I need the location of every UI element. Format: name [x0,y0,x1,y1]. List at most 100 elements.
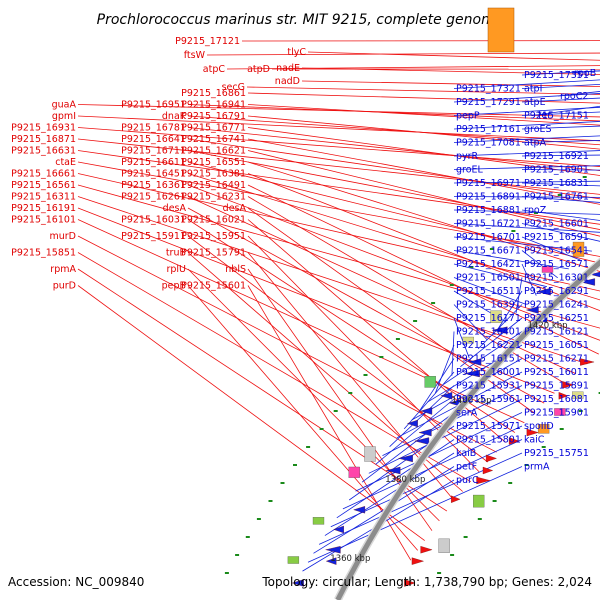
right-gene-label: P9215_15901 [524,408,589,419]
forward-gene-arrow [420,546,433,554]
right-label-connector [336,439,455,519]
left-label-connector [301,80,600,87]
right-gene-label: P9215_16251 [524,313,589,324]
forward-gene-arrow [580,358,595,366]
right-gene-label: rpoC2 [560,91,588,102]
right-gene-label: P9215_16051 [524,340,589,351]
reverse-gene-arrow [414,437,430,445]
left-gene-label: P9215_16101 [11,215,76,226]
left-gene-label: P9215_16711 [121,146,186,157]
reverse-gene-arrow [406,419,418,428]
reverse-gene-arrow [580,278,595,286]
ring-tick [256,518,261,520]
left-label-connector [77,138,600,195]
right-gene-label: P9215_16151 [456,354,521,365]
ring-tick [449,284,454,286]
right-label-connector [355,412,523,492]
left-gene-label: P9215_15911 [121,231,186,242]
reverse-gene-arrow [325,546,341,554]
right-gene-label: P9215_17161 [456,124,521,135]
ring-tick [224,572,229,574]
left-gene-label: rplU [166,264,186,275]
left-gene-label: secG [222,82,245,93]
left-label-connector [206,52,600,56]
gene-block [438,538,450,553]
ring-tick [578,410,583,412]
left-label-connector [187,252,463,492]
right-label-connector [521,250,558,279]
left-gene-label: truB [166,248,186,259]
left-gene-label: P9215_16611 [121,157,186,168]
left-label-connector [187,219,516,433]
accession-text: Accession: NC_009840 [8,575,144,589]
right-gene-label: P9215_15931 [456,381,521,392]
right-label-connector [460,317,523,368]
left-label-connector [187,207,545,404]
ring-tick [293,464,297,466]
ring-tick [489,248,494,250]
right-gene-label: atpI [524,84,542,95]
right-label-connector [496,290,523,332]
left-gene-label: pepB [162,281,186,292]
left-gene-label: P9215_16031 [121,215,186,226]
gene-block [287,556,300,564]
left-gene-label: P9215_16231 [181,192,246,203]
left-label-connector [77,173,600,292]
ring-tick [511,230,516,232]
backbone-line [335,259,600,600]
right-label-connector [451,331,455,376]
right-label-connector [453,180,600,184]
right-gene-label: atpA [524,138,547,149]
reverse-gene-arrow [464,369,480,378]
right-label-connector [521,209,600,221]
left-label-connector [226,65,600,70]
left-gene-label: gpmI [52,111,76,122]
left-label-connector [247,115,600,150]
ring-tick [524,464,529,466]
left-gene-label: P9215_16191 [11,203,76,214]
forward-gene-arrow [404,579,416,587]
right-label-connector [521,169,600,171]
ring-tick [469,266,474,268]
gene-block [554,408,566,416]
ring-tick [319,428,324,430]
left-gene-label: P9215_16311 [11,192,76,203]
gene-block [541,266,554,273]
right-gene-label: kaiC [524,435,545,446]
right-gene-label: P9215_16421 [456,259,521,270]
ring-tick [348,392,353,394]
kbp-label: 1400 kbp [452,396,492,406]
right-label-connector [571,70,600,74]
right-label-connector [375,398,455,465]
left-gene-label: P9215_16381 [181,169,246,180]
forward-gene-arrow [485,454,497,463]
left-label-connector [187,268,440,522]
left-gene-label: P9215_16561 [11,180,76,191]
ring-tick [363,374,368,376]
right-label-connector [521,154,600,157]
right-label-connector [521,236,581,261]
reverse-gene-arrow [420,407,433,415]
right-label-connector [521,196,600,203]
left-gene-label: desA [223,203,247,214]
forward-gene-arrow [562,381,574,389]
left-label-connector [246,86,600,95]
left-gene-label: P9215_15601 [181,281,246,292]
right-gene-label: P9215_15961 [456,394,521,405]
right-gene-label: P9215_16301 [524,273,589,284]
right-label-connector [521,263,537,296]
reverse-gene-arrow [440,392,453,400]
right-gene-label: P9215_16171 [456,313,521,324]
gene-block [364,446,376,462]
left-gene-label: nadD [275,76,300,87]
forward-gene-arrow [558,392,569,400]
forward-gene-arrow [476,476,491,485]
left-label-connector [77,115,600,142]
ring-tick [534,212,538,214]
right-gene-label: serA [456,408,478,419]
left-gene-label: P9215_16741 [181,134,246,145]
right-gene-label: P9215_16121 [524,327,589,338]
forward-gene-arrow [451,495,461,503]
reverse-gene-arrow [492,326,508,334]
left-gene-label: P9215_16661 [11,169,76,180]
